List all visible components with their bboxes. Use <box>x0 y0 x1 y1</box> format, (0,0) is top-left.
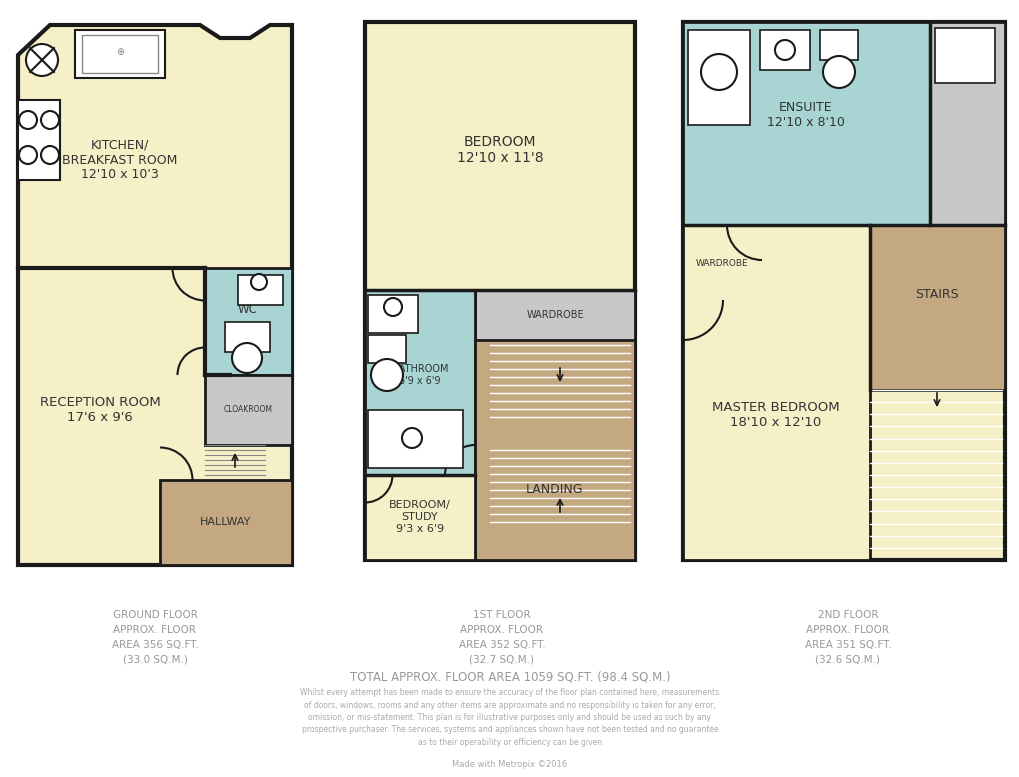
Circle shape <box>401 428 422 448</box>
Bar <box>365 22 635 560</box>
Text: BATHROOM
6'9 x 6'9: BATHROOM 6'9 x 6'9 <box>391 364 447 386</box>
Text: WARDROBE: WARDROBE <box>526 310 583 320</box>
Bar <box>475 340 635 560</box>
Bar <box>683 225 869 560</box>
Bar <box>869 225 1004 390</box>
Text: Made with Metropix ©2016: Made with Metropix ©2016 <box>452 760 567 769</box>
Polygon shape <box>18 25 291 565</box>
Circle shape <box>25 44 58 76</box>
Circle shape <box>371 359 403 391</box>
Bar <box>205 268 291 375</box>
Bar <box>368 410 463 468</box>
Bar <box>475 290 635 345</box>
Circle shape <box>700 54 737 90</box>
Text: TOTAL APPROX. FLOOR AREA 1059 SQ.FT. (98.4 SQ.M.): TOTAL APPROX. FLOOR AREA 1059 SQ.FT. (98… <box>350 670 669 683</box>
Bar <box>819 30 857 60</box>
Circle shape <box>774 40 794 60</box>
Circle shape <box>41 146 59 164</box>
Circle shape <box>822 56 854 88</box>
Text: HALLWAY: HALLWAY <box>200 517 252 527</box>
Bar <box>160 480 291 565</box>
Text: MASTER BEDROOM
18'10 x 12'10: MASTER BEDROOM 18'10 x 12'10 <box>711 401 839 429</box>
Text: ⊕: ⊕ <box>116 47 124 57</box>
Bar <box>205 375 291 445</box>
Text: 2ND FLOOR
APPROX. FLOOR
AREA 351 SQ.FT.
(32.6 SQ.M.): 2ND FLOOR APPROX. FLOOR AREA 351 SQ.FT. … <box>804 610 891 664</box>
Bar <box>75 30 165 78</box>
Bar <box>365 290 475 475</box>
Bar <box>683 22 1004 560</box>
Bar <box>688 30 749 125</box>
Text: WARDROBE: WARDROBE <box>695 259 748 267</box>
Text: BEDROOM
12'10 x 11'8: BEDROOM 12'10 x 11'8 <box>457 135 543 165</box>
Text: WC: WC <box>237 304 258 316</box>
Bar <box>18 100 60 180</box>
Bar <box>929 22 1004 225</box>
Text: RECEPTION ROOM
17'6 x 9'6: RECEPTION ROOM 17'6 x 9'6 <box>40 396 160 424</box>
Bar <box>934 28 994 83</box>
Text: ENSUITE
12'10 x 8'10: ENSUITE 12'10 x 8'10 <box>766 101 844 129</box>
Circle shape <box>231 343 262 373</box>
Circle shape <box>41 111 59 129</box>
Bar <box>237 275 282 305</box>
Text: BEDROOM/
STUDY
9'3 x 6'9: BEDROOM/ STUDY 9'3 x 6'9 <box>388 500 450 534</box>
Text: LANDING: LANDING <box>526 483 583 497</box>
Bar <box>368 335 406 363</box>
Text: 1ST FLOOR
APPROX. FLOOR
AREA 352 SQ.FT.
(32.7 SQ.M.): 1ST FLOOR APPROX. FLOOR AREA 352 SQ.FT. … <box>459 610 545 664</box>
Bar <box>82 35 158 73</box>
Circle shape <box>19 146 37 164</box>
Bar <box>368 295 418 333</box>
Text: STAIRS: STAIRS <box>914 288 958 301</box>
Text: Whilst every attempt has been made to ensure the accuracy of the floor plan cont: Whilst every attempt has been made to en… <box>301 688 718 747</box>
Text: KITCHEN/
BREAKFAST ROOM
12'10 x 10'3: KITCHEN/ BREAKFAST ROOM 12'10 x 10'3 <box>62 138 177 182</box>
Text: CLOAKROOM: CLOAKROOM <box>223 406 272 414</box>
Bar <box>683 225 761 300</box>
Bar <box>225 322 270 352</box>
Bar <box>759 30 809 70</box>
Circle shape <box>251 274 267 290</box>
Circle shape <box>383 298 401 316</box>
Bar <box>365 475 475 560</box>
Circle shape <box>19 111 37 129</box>
Text: GROUND FLOOR
APPROX. FLOOR
AREA 356 SQ.FT.
(33.0 SQ.M.): GROUND FLOOR APPROX. FLOOR AREA 356 SQ.F… <box>111 610 198 664</box>
Bar <box>683 22 929 225</box>
